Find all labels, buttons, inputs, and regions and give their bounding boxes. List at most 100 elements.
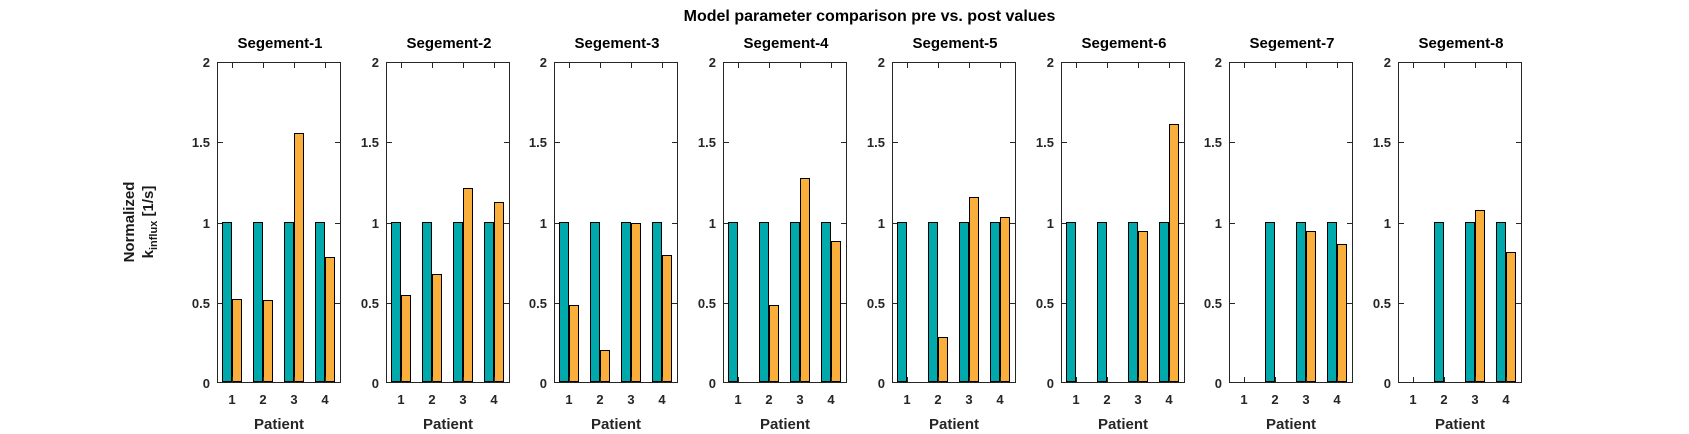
y-tick-label: 1 [202, 215, 210, 231]
y-tick-mark [1347, 222, 1352, 224]
y-tick-mark [1062, 222, 1067, 224]
y-tick-mark [504, 302, 509, 304]
y-tick-mark [1399, 222, 1404, 224]
x-tick-mark [493, 63, 495, 68]
y-tick-mark [335, 302, 340, 304]
bar-pre-patient-2 [928, 221, 938, 382]
y-tick-label: 2 [708, 55, 716, 70]
y-tick-label: 0 [539, 376, 547, 391]
subplot-title: Segement-6 [1081, 35, 1167, 52]
bar-pre-patient-3 [1465, 221, 1475, 382]
x-tick-mark [1075, 377, 1077, 382]
x-tick-label: 2 [934, 392, 942, 407]
y-tick-mark [1230, 302, 1235, 304]
x-tick-mark [737, 63, 739, 68]
bar-pre-patient-4 [1159, 221, 1169, 382]
y-tick-mark [893, 142, 898, 144]
bar-pre-patient-3 [453, 221, 463, 382]
y-tick-mark [724, 302, 729, 304]
x-tick-label: 3 [290, 392, 298, 407]
x-tick-mark [768, 377, 770, 382]
x-tick-mark [906, 63, 908, 68]
x-tick-label: 3 [1471, 392, 1479, 407]
bar-post-patient-3 [800, 178, 810, 382]
y-tick-mark [504, 222, 509, 224]
y-tick-label: 2 [371, 55, 379, 70]
x-tick-mark [599, 377, 601, 382]
x-tick-mark [1274, 377, 1276, 382]
y-tick-label: 1 [1214, 215, 1222, 231]
y-tick-mark [1179, 222, 1184, 224]
y-axis-label: Normalized kinflux [1/s] [120, 182, 164, 263]
x-tick-label: 2 [428, 392, 436, 407]
subplot-title: Segement-5 [912, 35, 998, 52]
x-tick-mark [937, 377, 939, 382]
x-tick-label: 2 [596, 392, 604, 407]
x-tick-mark [599, 63, 601, 68]
y-tick-mark [1516, 142, 1521, 144]
x-tick-mark [1274, 63, 1276, 68]
y-tick-mark [893, 302, 898, 304]
bar-pre-patient-2 [1097, 221, 1107, 382]
x-axis-label: Patient [1434, 416, 1485, 433]
bar-pre-patient-1 [222, 221, 232, 382]
y-tick-mark [1399, 302, 1404, 304]
bar-post-patient-2 [263, 300, 273, 382]
bar-post-patient-1 [569, 304, 579, 382]
y-tick-mark [504, 142, 509, 144]
y-tick-label: 1 [708, 215, 716, 231]
x-tick-label: 3 [1302, 392, 1310, 407]
bar-post-patient-1 [401, 295, 411, 382]
bar-pre-patient-1 [391, 221, 401, 382]
x-tick-label: 1 [1072, 392, 1080, 407]
y-tick-label: 0.5 [1372, 295, 1391, 311]
x-tick-mark [737, 377, 739, 382]
x-tick-label: 3 [1134, 392, 1142, 407]
x-tick-label: 2 [765, 392, 773, 407]
y-tick-mark [841, 142, 846, 144]
y-tick-label: 1.5 [191, 135, 210, 151]
y-tick-mark [1010, 302, 1015, 304]
y-tick-mark [218, 302, 223, 304]
y-tick-mark [218, 142, 223, 144]
y-tick-label: 0.5 [866, 295, 885, 311]
y-tick-mark [1230, 222, 1235, 224]
x-tick-mark [1075, 63, 1077, 68]
bar-pre-patient-4 [315, 221, 325, 382]
bar-pre-patient-3 [284, 221, 294, 382]
subplot-title: Segement-8 [1418, 35, 1504, 52]
subplot-segement-8: Segement-8 0 0.5 1 1.5 2 1 2 3 4 Patient [1373, 35, 1522, 433]
bar-post-patient-4 [662, 255, 672, 382]
y-tick-label: 1 [539, 215, 547, 231]
bar-post-patient-4 [1506, 252, 1516, 382]
x-tick-mark [1505, 63, 1507, 68]
y-tick-mark [672, 222, 677, 224]
x-tick-mark [568, 63, 570, 68]
x-tick-mark [1305, 63, 1307, 68]
x-tick-label: 1 [1409, 392, 1417, 407]
y-tick-label: 1.5 [360, 135, 379, 151]
x-tick-mark [231, 377, 233, 382]
x-tick-mark [231, 63, 233, 68]
x-tick-mark [324, 63, 326, 68]
x-tick-label: 2 [1271, 392, 1279, 407]
x-tick-mark [1168, 377, 1170, 382]
bar-post-patient-2 [600, 349, 610, 382]
bar-post-patient-4 [1169, 123, 1179, 382]
bar-pre-patient-2 [253, 221, 263, 382]
y-tick-mark [724, 142, 729, 144]
y-axis-label-line2: kinflux [1/s] [140, 185, 160, 259]
y-tick-label: 0 [708, 376, 716, 391]
y-tick-mark [1062, 142, 1067, 144]
y-tick-mark [335, 142, 340, 144]
x-tick-label: 4 [1502, 392, 1510, 407]
y-tick-label: 0 [1046, 376, 1054, 391]
bar-pre-patient-4 [821, 221, 831, 382]
y-tick-label: 0.5 [697, 295, 716, 311]
bar-pre-patient-1 [559, 221, 569, 382]
x-tick-mark [1243, 63, 1245, 68]
x-tick-mark [324, 377, 326, 382]
x-tick-mark [661, 377, 663, 382]
y-tick-mark [555, 302, 560, 304]
